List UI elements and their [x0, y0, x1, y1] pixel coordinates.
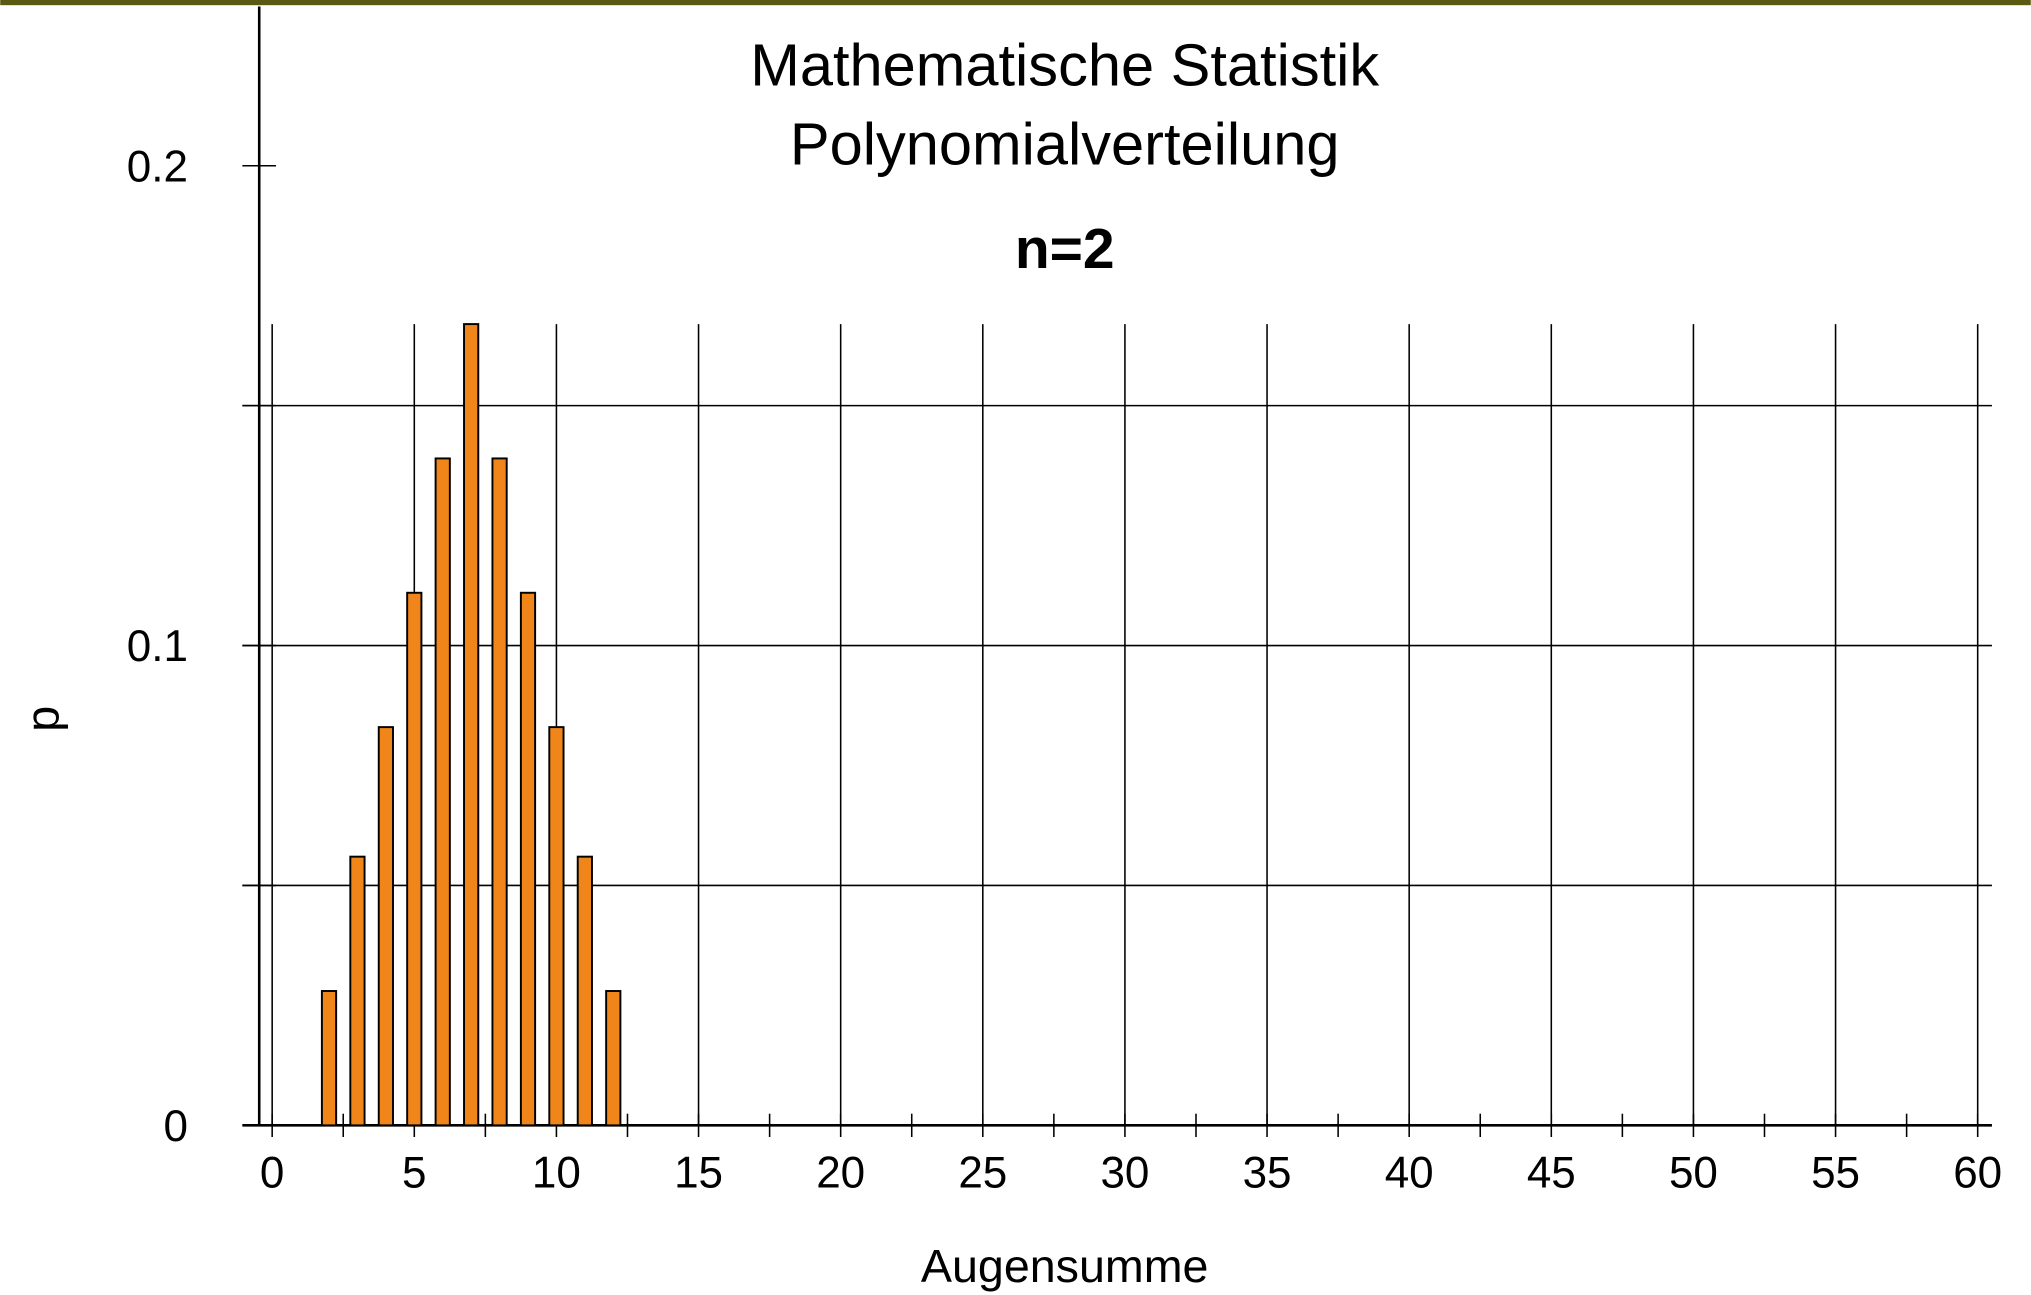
chart-subtitle: Polynomialverteilung: [790, 110, 1340, 177]
bar: [406, 591, 423, 1127]
bar: [463, 323, 480, 1127]
x-tick-label: 40: [1385, 1149, 1434, 1198]
x-tick-label: 15: [674, 1149, 723, 1198]
y-tick-label: 0.2: [127, 142, 188, 191]
x-tick-label: 5: [402, 1149, 426, 1198]
bar: [349, 855, 366, 1127]
x-tick-label: 60: [1953, 1149, 2002, 1198]
x-tick-label: 10: [532, 1149, 581, 1198]
x-tick-label: 25: [958, 1149, 1007, 1198]
x-tick-label: 35: [1243, 1149, 1292, 1198]
x-tick-label: 20: [816, 1149, 865, 1198]
bar: [605, 990, 622, 1127]
x-tick-label: 55: [1811, 1149, 1860, 1198]
bar: [434, 457, 451, 1127]
top-border: [0, 0, 2031, 6]
bar: [320, 990, 338, 1127]
annotation: n=2: [1015, 217, 1115, 281]
y-tick-label: 0: [164, 1102, 188, 1151]
x-tick-label: 45: [1527, 1149, 1576, 1198]
x-tick-label: 30: [1100, 1149, 1149, 1198]
bar: [576, 855, 593, 1127]
bar: [519, 591, 537, 1127]
x-tick-label: 0: [260, 1149, 284, 1198]
x-axis-label: Augensumme: [921, 1240, 1209, 1292]
y-tick-label: 0.1: [127, 622, 188, 671]
x-tick-label: 50: [1669, 1149, 1718, 1198]
bar: [491, 457, 508, 1127]
bar: [548, 726, 565, 1127]
bar: [377, 726, 394, 1127]
chart-title: Mathematische Statistik: [750, 31, 1379, 98]
y-axis-label: p: [16, 706, 68, 732]
